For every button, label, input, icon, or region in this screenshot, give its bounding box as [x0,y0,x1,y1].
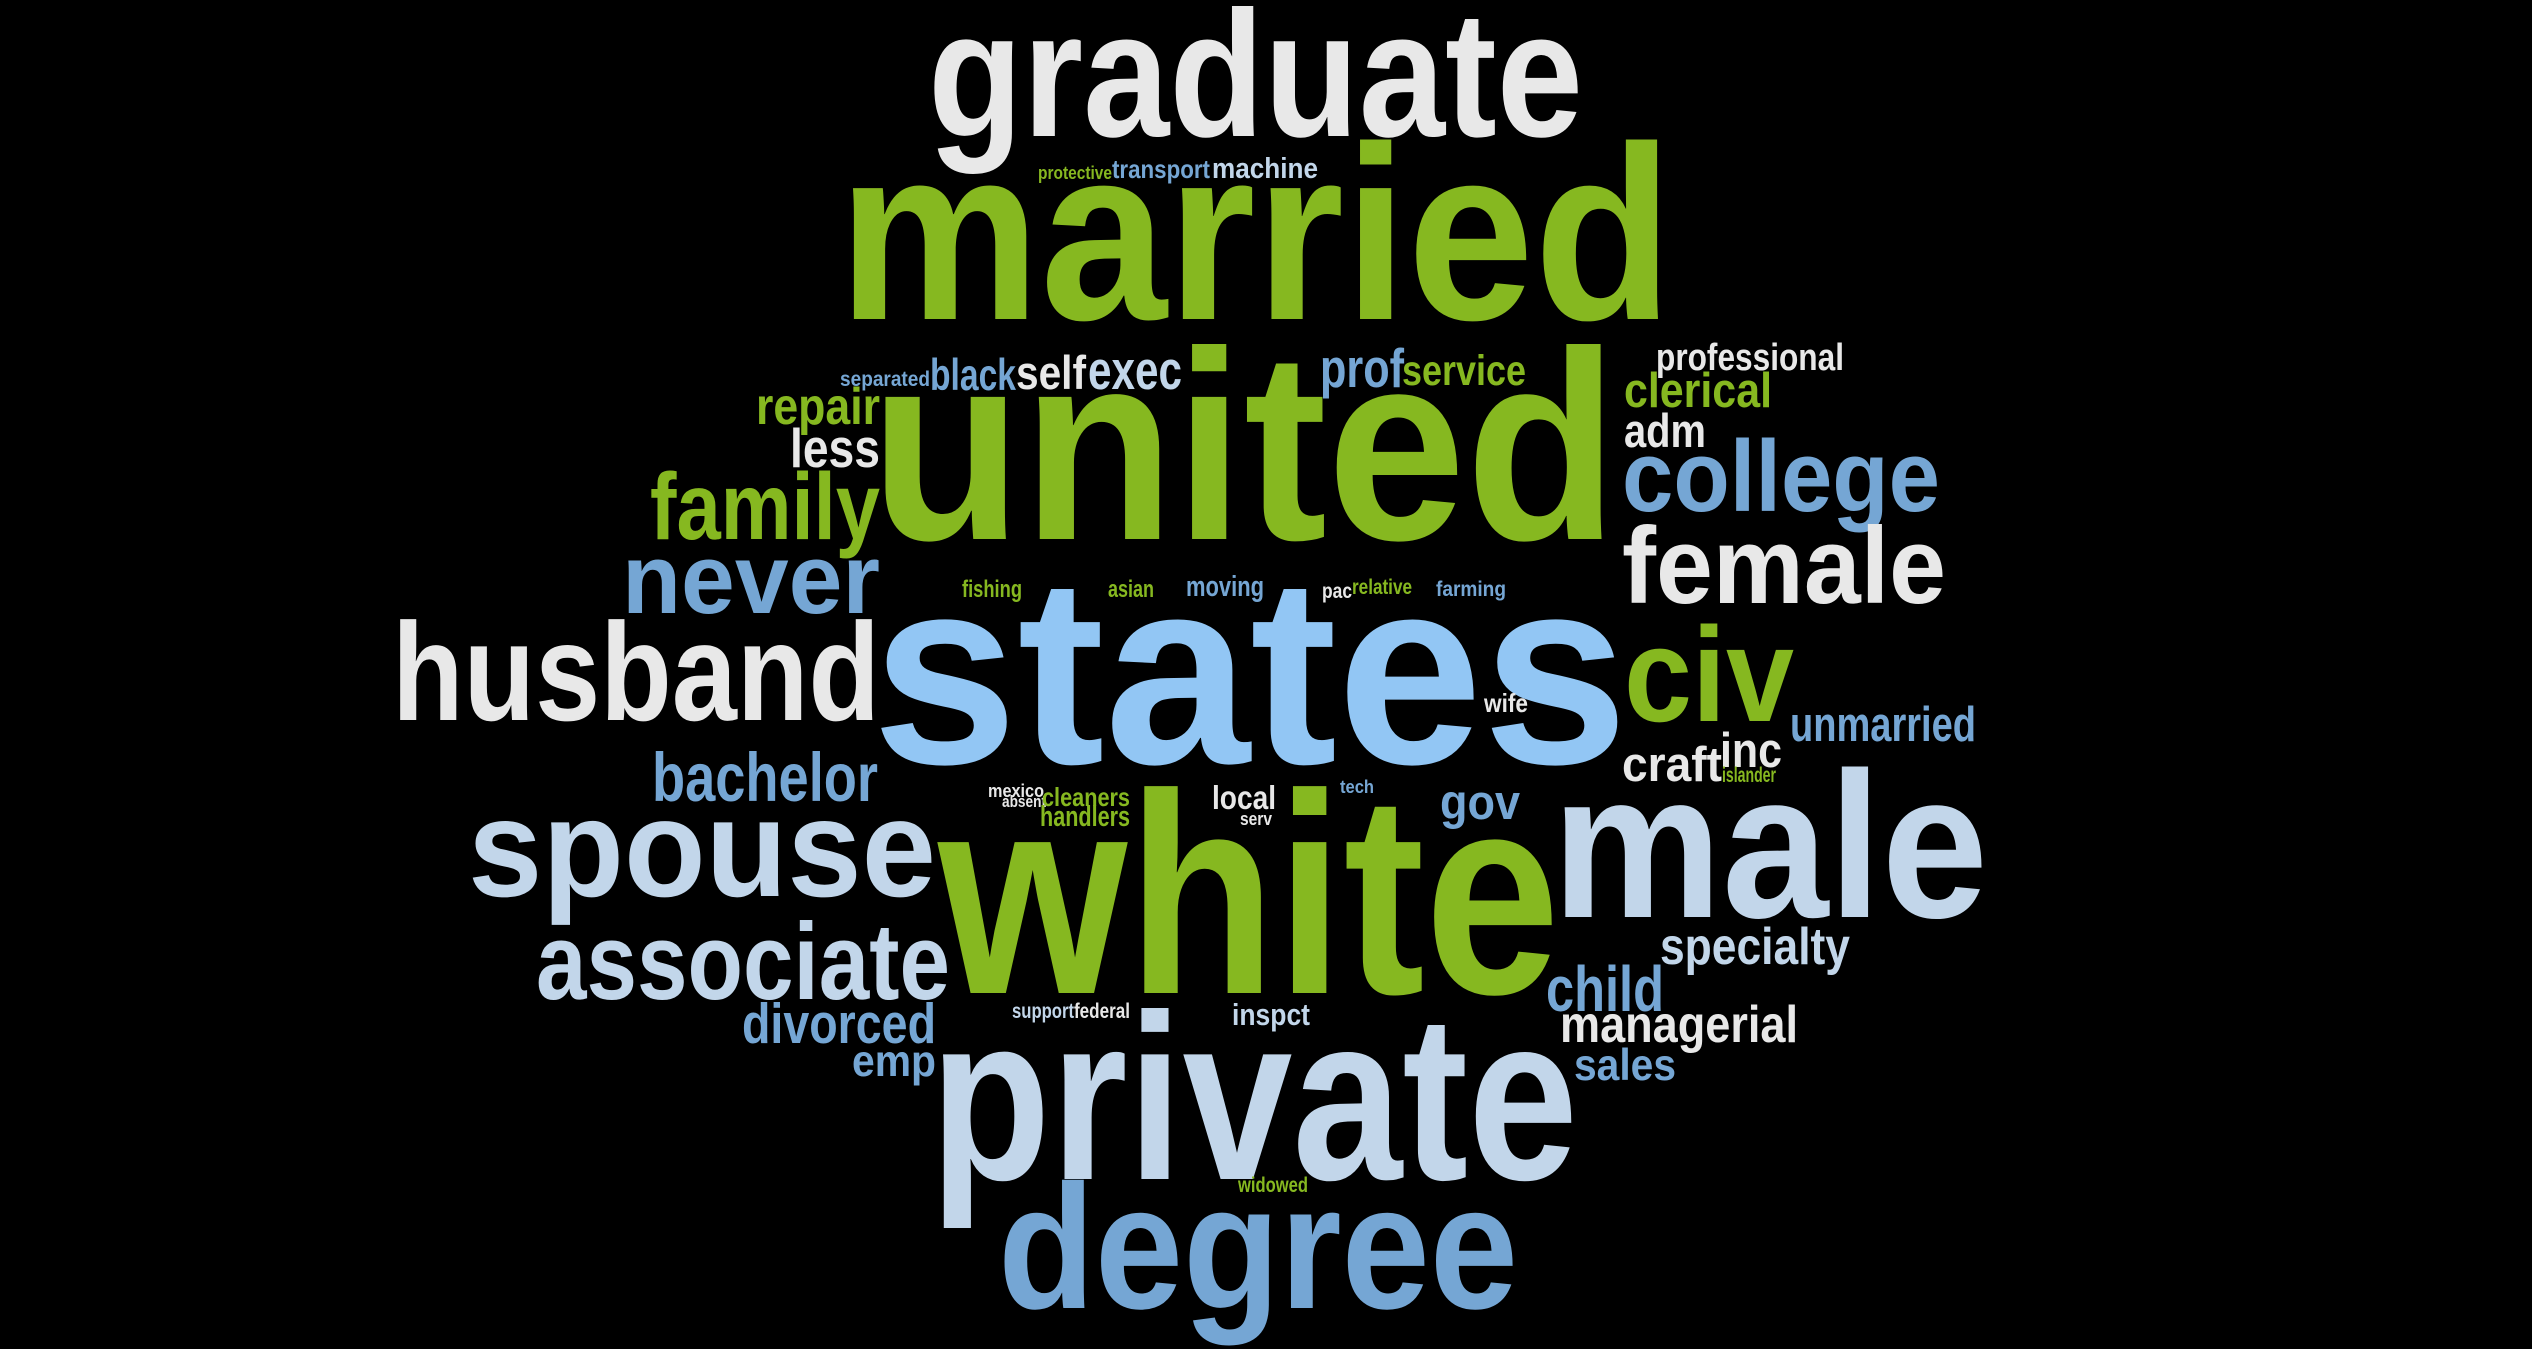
word-craft: craft [1622,736,1722,793]
word-professional: professional [1656,336,1844,379]
word-child: child [1546,953,1664,1026]
word-inspct: inspct [1232,997,1310,1033]
word-clerical: clerical [1624,362,1772,419]
word-federal: federal [1074,999,1130,1024]
word-mexico: mexico [988,779,1044,801]
word-service: service [1402,347,1526,395]
word-farming: farming [1436,577,1506,602]
word-support: support [1012,999,1074,1024]
word-divorced: divorced [742,993,936,1057]
word-asian: asian [1108,577,1154,604]
word-adm: adm [1624,405,1706,459]
word-managerial: managerial [1560,995,1798,1054]
word-handlers: handlers [1040,800,1130,833]
word-emp: emp [852,1034,936,1086]
word-protective: protective [1038,161,1112,183]
word-private: private [930,965,1578,1230]
word-local: local [1212,780,1276,818]
word-repair: repair [756,377,880,436]
word-fishing: fishing [962,577,1022,604]
word-male: male [1552,730,1988,963]
word-united: united [870,295,1618,597]
word-family: family [650,454,880,560]
word-unmarried: unmarried [1790,696,1976,753]
word-gov: gov [1440,774,1520,831]
word-associate: associate [536,901,950,1023]
word-never: never [622,524,880,636]
word-bachelor: bachelor [652,738,878,816]
word-tech: tech [1340,775,1374,797]
word-married: married [838,95,1673,373]
word-female: female [1622,505,1946,627]
word-degree: degree [998,1147,1518,1346]
word-islander: islander [1722,763,1776,788]
word-prof: prof [1320,337,1404,399]
word-white: white [938,733,1560,1054]
word-separated: separated [840,367,930,392]
word-civ: civ [1624,598,1794,750]
word-self: self [1016,347,1086,401]
word-black: black [930,348,1016,400]
word-widowed: widowed [1238,1173,1308,1198]
word-specialty: specialty [1660,917,1850,976]
word-college: college [1622,418,1940,533]
word-inc: inc [1720,722,1782,779]
word-spouse: spouse [468,770,936,927]
word-machine: machine [1212,152,1318,185]
word-pac: pac [1322,579,1352,604]
word-absent: absent [1002,792,1046,812]
word-sales: sales [1574,1038,1676,1090]
word-moving: moving [1186,570,1264,603]
word-serv: serv [1240,807,1272,829]
word-transport: transport [1112,153,1210,184]
word-cleaners: cleaners [1042,781,1130,812]
word-graduate: graduate [928,0,1583,176]
word-wife: wife [1484,687,1528,718]
word-less: less [790,417,880,479]
word-husband: husband [392,594,880,751]
word-relative: relative [1352,575,1412,600]
word-states: states [872,522,1628,820]
word-exec: exec [1088,339,1182,401]
